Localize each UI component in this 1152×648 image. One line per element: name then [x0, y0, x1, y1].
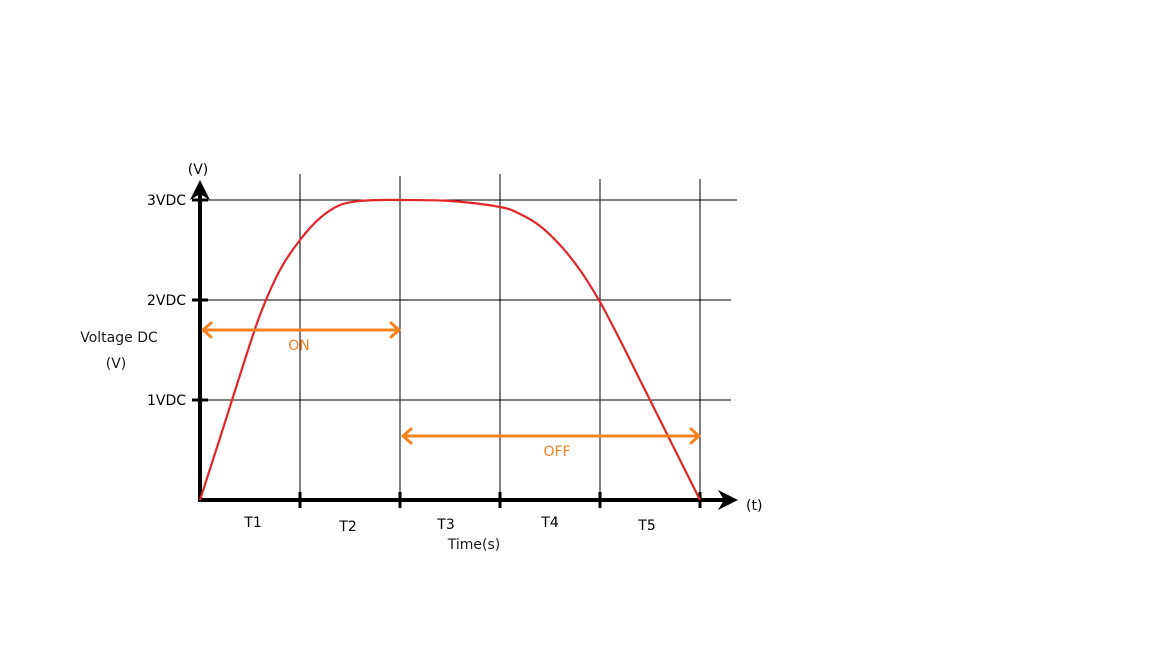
y-axis-title-line2: (V) — [106, 356, 127, 372]
x-interval-label: T5 — [637, 518, 655, 534]
annotation-on-arrow — [201, 321, 401, 339]
grid — [200, 174, 737, 500]
x-axis-title: Time(s) — [447, 537, 500, 553]
y-tick-label: 2VDC — [147, 293, 186, 309]
x-interval-labels: T1 T2 T3 T4 T5 — [243, 515, 655, 535]
x-interval-label: T1 — [243, 515, 261, 531]
y-tick-labels: 1VDC 2VDC 3VDC — [147, 193, 186, 409]
y-axis-unit-label: (V) — [188, 162, 209, 178]
axes — [190, 180, 738, 510]
curve-layer — [198, 198, 701, 501]
y-tick-label: 3VDC — [147, 193, 186, 209]
annotation-off-label: OFF — [543, 444, 570, 460]
x-interval-label: T3 — [436, 517, 454, 533]
x-axis-unit-label: (t) — [746, 498, 762, 514]
x-interval-label: T2 — [338, 519, 356, 535]
y-axis-title-line1: Voltage DC — [80, 330, 158, 346]
y-tick-label: 1VDC — [147, 393, 186, 409]
x-interval-label: T4 — [540, 515, 559, 531]
annotation-layer: ON OFF — [201, 321, 701, 460]
voltage-curve — [198, 198, 701, 501]
annotation-on-label: ON — [288, 338, 310, 354]
annotation-off-arrow — [401, 427, 701, 445]
